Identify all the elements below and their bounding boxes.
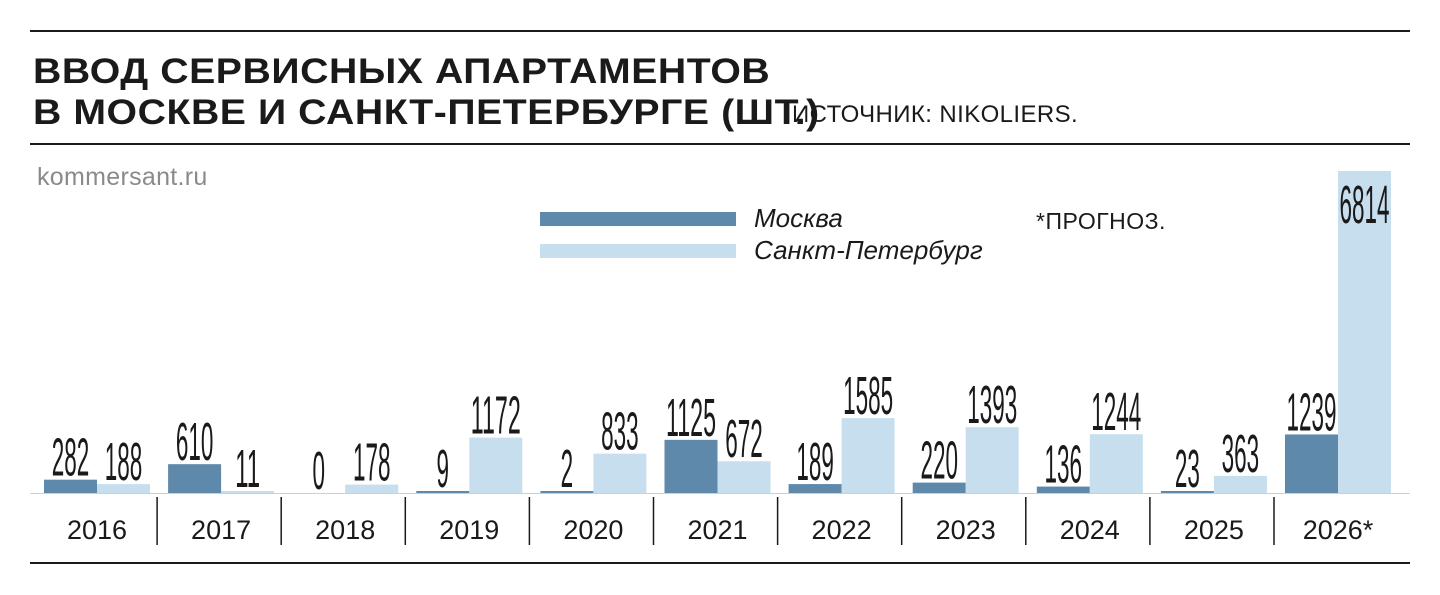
- bar-spb-2024: [1089, 434, 1143, 493]
- x-tick-label: 2024: [1060, 515, 1120, 545]
- forecast-note: *ПРОГНОЗ.: [1036, 208, 1166, 234]
- bar-moscow-2019: [416, 491, 470, 493]
- bar-spb-2025: [1213, 475, 1267, 493]
- bar-moscow-2021: [664, 439, 718, 493]
- chart-title-line-2: В МОСКВЕ И САНКТ-ПЕТЕРБУРГЕ (ШТ.): [33, 93, 820, 132]
- data-label: 1125: [666, 388, 716, 448]
- legend-swatch-spb: [540, 244, 736, 258]
- bar-moscow-2022: [788, 484, 842, 493]
- bar-spb-2019: [469, 437, 523, 493]
- data-label: 188: [105, 432, 143, 492]
- data-label: 1393: [967, 375, 1017, 435]
- data-label: 136: [1045, 435, 1083, 495]
- data-label: 1239: [1287, 382, 1337, 442]
- bar-spb-2026: [1338, 171, 1391, 493]
- data-label: 9: [437, 439, 450, 499]
- legend-label-spb: Санкт-Петербург: [754, 235, 983, 265]
- bar-spb-2016: [97, 484, 150, 493]
- data-label: 282: [52, 428, 90, 488]
- bar-spb-2023: [965, 427, 1019, 493]
- legend-label-moscow: Москва: [754, 203, 843, 233]
- legend-swatch-moscow: [540, 212, 736, 226]
- data-label: 1172: [471, 386, 521, 446]
- bar-moscow-2025: [1160, 491, 1214, 493]
- data-label: 178: [353, 433, 391, 493]
- x-tick-label: 2018: [315, 515, 375, 545]
- x-tick-label: 2020: [563, 515, 623, 545]
- site-label: kommersant.ru: [37, 163, 208, 191]
- top-rule: [30, 30, 1410, 32]
- header-rule: [30, 143, 1410, 145]
- x-tick-label: 2017: [191, 515, 251, 545]
- bar-spb-2018: [345, 484, 399, 493]
- chart-title-line-1: ВВОД СЕРВИСНЫХ АПАРТАМЕНТОВ: [33, 52, 771, 91]
- source-note: ИСТОЧНИК: NIKOLIERS.: [792, 101, 1079, 128]
- data-label: 363: [1222, 424, 1260, 484]
- data-label: 6814: [1340, 175, 1390, 235]
- x-tick-label: 2025: [1184, 515, 1244, 545]
- data-label: 1585: [843, 366, 893, 426]
- data-label: 0: [312, 441, 325, 501]
- data-label: 189: [796, 432, 834, 492]
- x-tick-label: 2022: [812, 515, 872, 545]
- x-tick-label: 2021: [687, 515, 747, 545]
- data-label: 672: [725, 409, 763, 469]
- bar-moscow-2020: [540, 491, 594, 493]
- x-tick-label: 2026*: [1303, 515, 1374, 545]
- bar-moscow-2023: [912, 482, 966, 493]
- x-tick-label: 2016: [67, 515, 127, 545]
- data-label: 220: [920, 431, 958, 491]
- bar-moscow-2026: [1285, 434, 1338, 493]
- bar-spb-2021: [717, 461, 771, 493]
- bar-spb-2020: [593, 453, 647, 493]
- x-tick-label: 2019: [439, 515, 499, 545]
- data-label: 1244: [1091, 382, 1141, 442]
- data-label: 23: [1175, 439, 1200, 499]
- bar-moscow-2024: [1036, 486, 1090, 493]
- bar-spb-2017: [221, 491, 275, 493]
- data-label: 11: [235, 439, 260, 499]
- data-label: 2: [561, 439, 574, 499]
- bottom-rule: [30, 562, 1410, 564]
- x-tick-label: 2023: [936, 515, 996, 545]
- data-label: 610: [176, 412, 214, 472]
- bar-spb-2022: [841, 418, 895, 493]
- bar-moscow-2017: [168, 464, 222, 493]
- bar-moscow-2016: [44, 479, 97, 493]
- data-label: 833: [601, 402, 639, 462]
